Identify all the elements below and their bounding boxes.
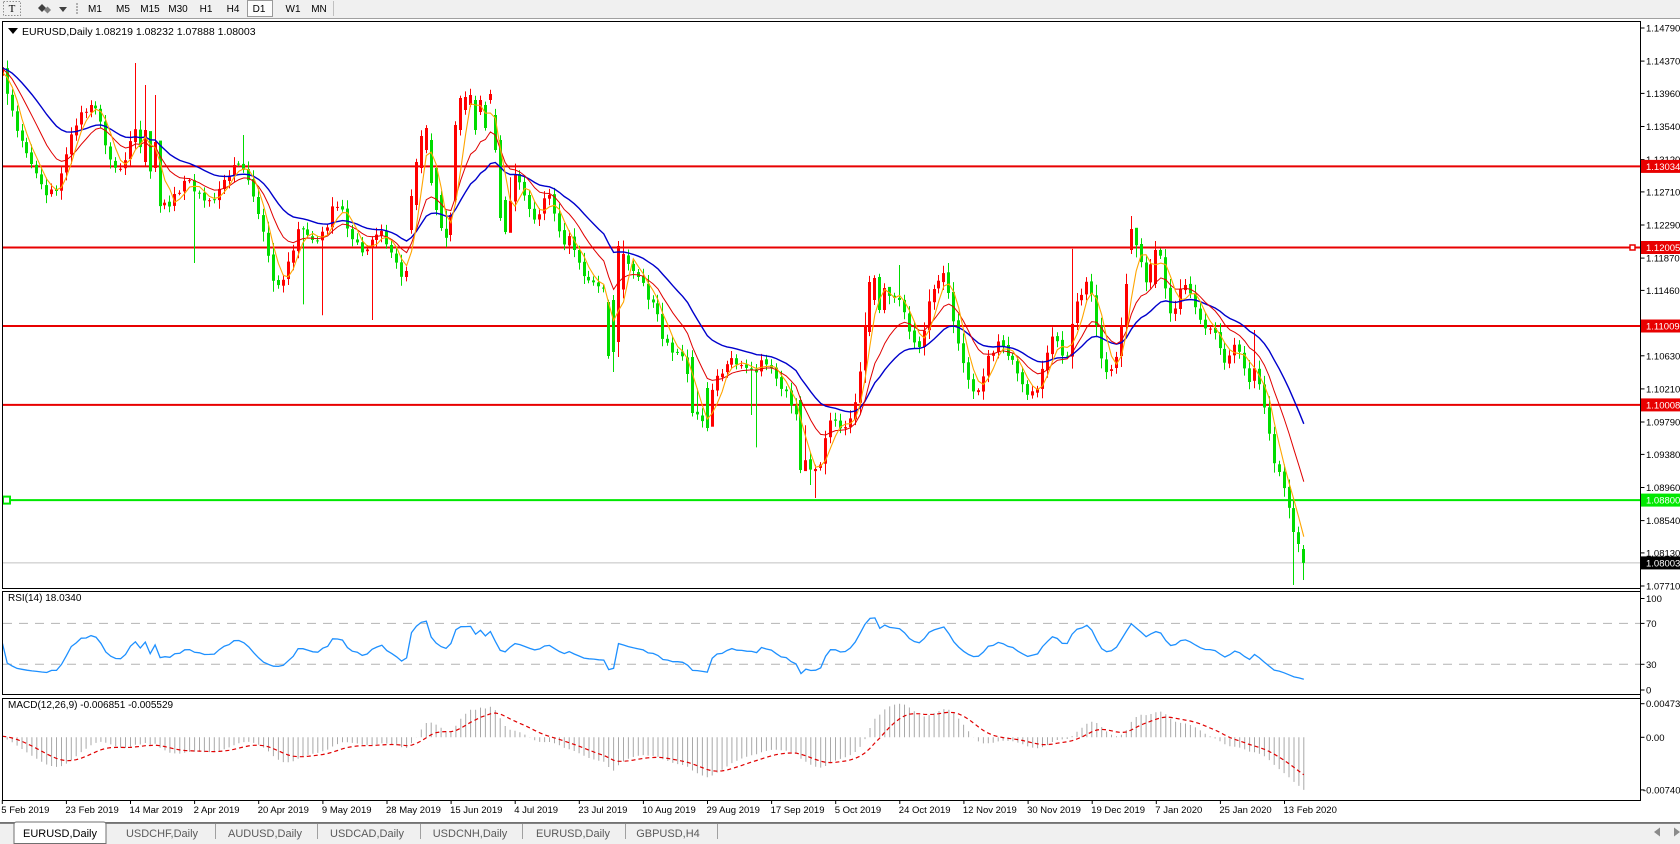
svg-text:0.00473: 0.00473 — [1646, 699, 1680, 710]
svg-text:7 Jan 2020: 7 Jan 2020 — [1155, 805, 1202, 816]
svg-text:AUDUSD,Daily: AUDUSD,Daily — [228, 828, 302, 840]
svg-text:1.14790: 1.14790 — [1646, 24, 1680, 35]
svg-text:1.13960: 1.13960 — [1646, 89, 1680, 100]
svg-text:M30: M30 — [168, 4, 188, 15]
svg-text:EURUSD,Daily: EURUSD,Daily — [536, 828, 610, 840]
svg-text:1.10630: 1.10630 — [1646, 351, 1680, 362]
svg-text:1.14370: 1.14370 — [1646, 57, 1680, 68]
svg-text:T: T — [9, 3, 16, 15]
svg-text:1.08003: 1.08003 — [1646, 558, 1680, 569]
svg-text:M1: M1 — [88, 4, 102, 15]
svg-text:1.13540: 1.13540 — [1646, 122, 1680, 133]
svg-text:100: 100 — [1646, 594, 1662, 605]
svg-text:28 May 2019: 28 May 2019 — [386, 805, 441, 816]
svg-text:1.10008: 1.10008 — [1646, 400, 1680, 411]
svg-text:EURUSD,Daily: EURUSD,Daily — [23, 828, 97, 840]
svg-text:MN: MN — [311, 4, 327, 15]
svg-text:19 Dec 2019: 19 Dec 2019 — [1091, 805, 1145, 816]
svg-text:1.13034: 1.13034 — [1646, 162, 1680, 173]
svg-text:H1: H1 — [200, 4, 213, 15]
svg-text:1.12005: 1.12005 — [1646, 243, 1680, 254]
svg-text:0: 0 — [1646, 686, 1651, 697]
svg-text:1.11460: 1.11460 — [1646, 286, 1680, 297]
svg-text:15 Jun 2019: 15 Jun 2019 — [450, 805, 502, 816]
svg-text:24 Oct 2019: 24 Oct 2019 — [899, 805, 951, 816]
svg-text:10 Aug 2019: 10 Aug 2019 — [642, 805, 695, 816]
svg-text:17 Sep 2019: 17 Sep 2019 — [771, 805, 825, 816]
svg-text:30: 30 — [1646, 660, 1657, 671]
svg-text:USDCHF,Daily: USDCHF,Daily — [126, 828, 199, 840]
svg-text:1.09380: 1.09380 — [1646, 450, 1680, 461]
svg-text:EURUSD,Daily: EURUSD,Daily — [22, 26, 93, 38]
svg-text:1.08960: 1.08960 — [1646, 483, 1680, 494]
svg-text:12 Nov 2019: 12 Nov 2019 — [963, 805, 1017, 816]
svg-text:M5: M5 — [116, 4, 130, 15]
svg-text:13 Feb 2020: 13 Feb 2020 — [1284, 805, 1337, 816]
svg-text:5 Feb 2019: 5 Feb 2019 — [1, 805, 49, 816]
svg-text:1.10210: 1.10210 — [1646, 384, 1680, 395]
svg-text:USDCNH,Daily: USDCNH,Daily — [433, 828, 508, 840]
svg-text:9 May 2019: 9 May 2019 — [322, 805, 372, 816]
svg-text:1.09790: 1.09790 — [1646, 418, 1680, 429]
svg-text:5 Oct 2019: 5 Oct 2019 — [835, 805, 881, 816]
svg-text:23 Jul 2019: 23 Jul 2019 — [578, 805, 627, 816]
svg-text:M15: M15 — [140, 4, 160, 15]
svg-text:MACD(12,26,9) -0.006851 -0.005: MACD(12,26,9) -0.006851 -0.005529 — [8, 700, 174, 711]
svg-text:1.07710: 1.07710 — [1646, 582, 1680, 593]
svg-text:-0.00740: -0.00740 — [1643, 785, 1680, 796]
svg-text:70: 70 — [1646, 619, 1657, 630]
svg-text:29 Aug 2019: 29 Aug 2019 — [707, 805, 760, 816]
svg-text:USDCAD,Daily: USDCAD,Daily — [330, 828, 404, 840]
svg-text:4 Jul 2019: 4 Jul 2019 — [514, 805, 558, 816]
svg-text:30 Nov 2019: 30 Nov 2019 — [1027, 805, 1081, 816]
svg-text:1.08540: 1.08540 — [1646, 516, 1680, 527]
svg-text:1.11009: 1.11009 — [1646, 322, 1680, 333]
svg-text:D1: D1 — [253, 4, 266, 15]
svg-text:W1: W1 — [286, 4, 301, 15]
svg-text:1.12710: 1.12710 — [1646, 187, 1680, 198]
svg-text:2 Apr 2019: 2 Apr 2019 — [194, 805, 240, 816]
svg-text:20 Apr 2019: 20 Apr 2019 — [258, 805, 309, 816]
svg-text:23 Feb 2019: 23 Feb 2019 — [65, 805, 118, 816]
svg-text:1.08130: 1.08130 — [1646, 548, 1680, 559]
svg-text:1.08219 1.08232 1.07888 1.0800: 1.08219 1.08232 1.07888 1.08003 — [95, 26, 256, 38]
svg-text:1.08800: 1.08800 — [1646, 496, 1680, 507]
svg-text:H4: H4 — [227, 4, 240, 15]
svg-text:1.11870: 1.11870 — [1646, 254, 1680, 265]
svg-text:14 Mar 2019: 14 Mar 2019 — [130, 805, 183, 816]
svg-text:1.12290: 1.12290 — [1646, 221, 1680, 232]
svg-text:RSI(14) 18.0340: RSI(14) 18.0340 — [8, 593, 82, 604]
svg-text:25 Jan 2020: 25 Jan 2020 — [1219, 805, 1271, 816]
svg-text:GBPUSD,H4: GBPUSD,H4 — [636, 828, 700, 840]
svg-text:0.00: 0.00 — [1646, 733, 1665, 744]
